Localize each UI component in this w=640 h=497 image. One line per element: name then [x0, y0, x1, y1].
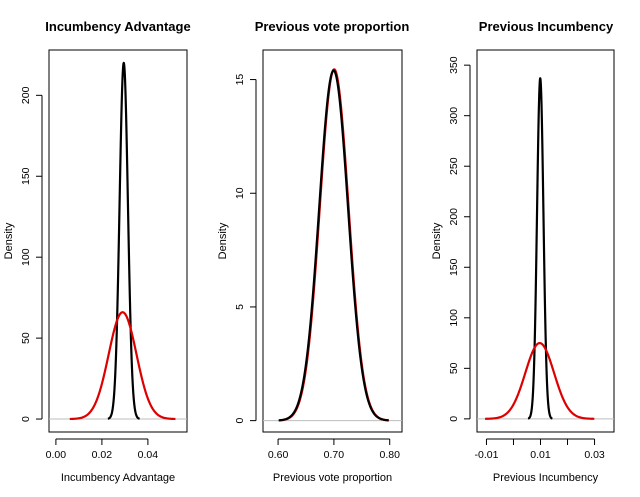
density-curve-red [69, 311, 177, 421]
y-tick-label: 200 [20, 86, 32, 104]
density-curve-black [278, 69, 390, 422]
y-tick-label: 0 [20, 416, 32, 422]
y-axis-label: Density [431, 222, 443, 259]
y-tick-label: 15 [234, 74, 246, 86]
plot-frame [262, 49, 403, 433]
x-tick-label: 0.01 [530, 449, 551, 461]
panel-incumbency-advantage: 0.00 0.02 0.04 0 50 100 150 200 Incumbency Advan… [3, 19, 191, 484]
chart-title: Incumbency Advantage [45, 19, 190, 34]
density-curve-red [278, 68, 390, 422]
y-axis-label: Density [217, 222, 229, 259]
y-tick-label: 10 [234, 187, 246, 199]
density-curve-black [527, 77, 554, 420]
x-tick-label: 0.03 [584, 449, 605, 461]
y-tick-label: 100 [448, 309, 460, 327]
x-tick-label: 0.70 [324, 449, 345, 461]
panel-previous-vote-proportion: 0.60 0.70 0.80 0 5 10 15 Previous vote proporti… [217, 19, 409, 484]
y-tick-label: 150 [20, 167, 32, 185]
x-axis-label: Previous Incumbency [493, 472, 599, 484]
x-tick-label: -0.01 [474, 449, 498, 461]
y-axis-label: Density [3, 222, 15, 259]
x-tick-label: 0.02 [92, 449, 113, 461]
x-tick-label: 0.00 [46, 449, 67, 461]
x-tick-label: 0.80 [380, 449, 401, 461]
y-tick-label: 50 [448, 362, 460, 374]
density-curve-red [484, 341, 595, 420]
x-tick-label: 0.60 [268, 449, 289, 461]
y-tick-label: 350 [448, 56, 460, 74]
chart-title: Previous vote proportion [255, 19, 410, 34]
y-tick-label: 0 [234, 418, 246, 424]
chart-title: Previous Incumbency [479, 19, 614, 34]
plot-frame [48, 49, 188, 433]
y-tick-label: 0 [448, 416, 460, 422]
y-tick-label: 250 [448, 157, 460, 175]
x-tick-label: 0.04 [138, 449, 159, 461]
density-curve-black [106, 61, 141, 420]
y-tick-label: 300 [448, 107, 460, 125]
y-tick-label: 50 [20, 332, 32, 344]
y-tick-label: 200 [448, 208, 460, 226]
plot-frame [476, 49, 615, 433]
x-axis-label: Previous vote proportion [273, 472, 392, 484]
y-tick-label: 5 [234, 304, 246, 310]
panel-previous-incumbency: -0.01 0.01 0.03 0 50 100 150 200 250 300 350 Previo… [431, 19, 615, 484]
y-tick-label: 150 [448, 258, 460, 276]
x-axis-label: Incumbency Advantage [61, 472, 175, 484]
y-tick-label: 100 [20, 248, 32, 266]
